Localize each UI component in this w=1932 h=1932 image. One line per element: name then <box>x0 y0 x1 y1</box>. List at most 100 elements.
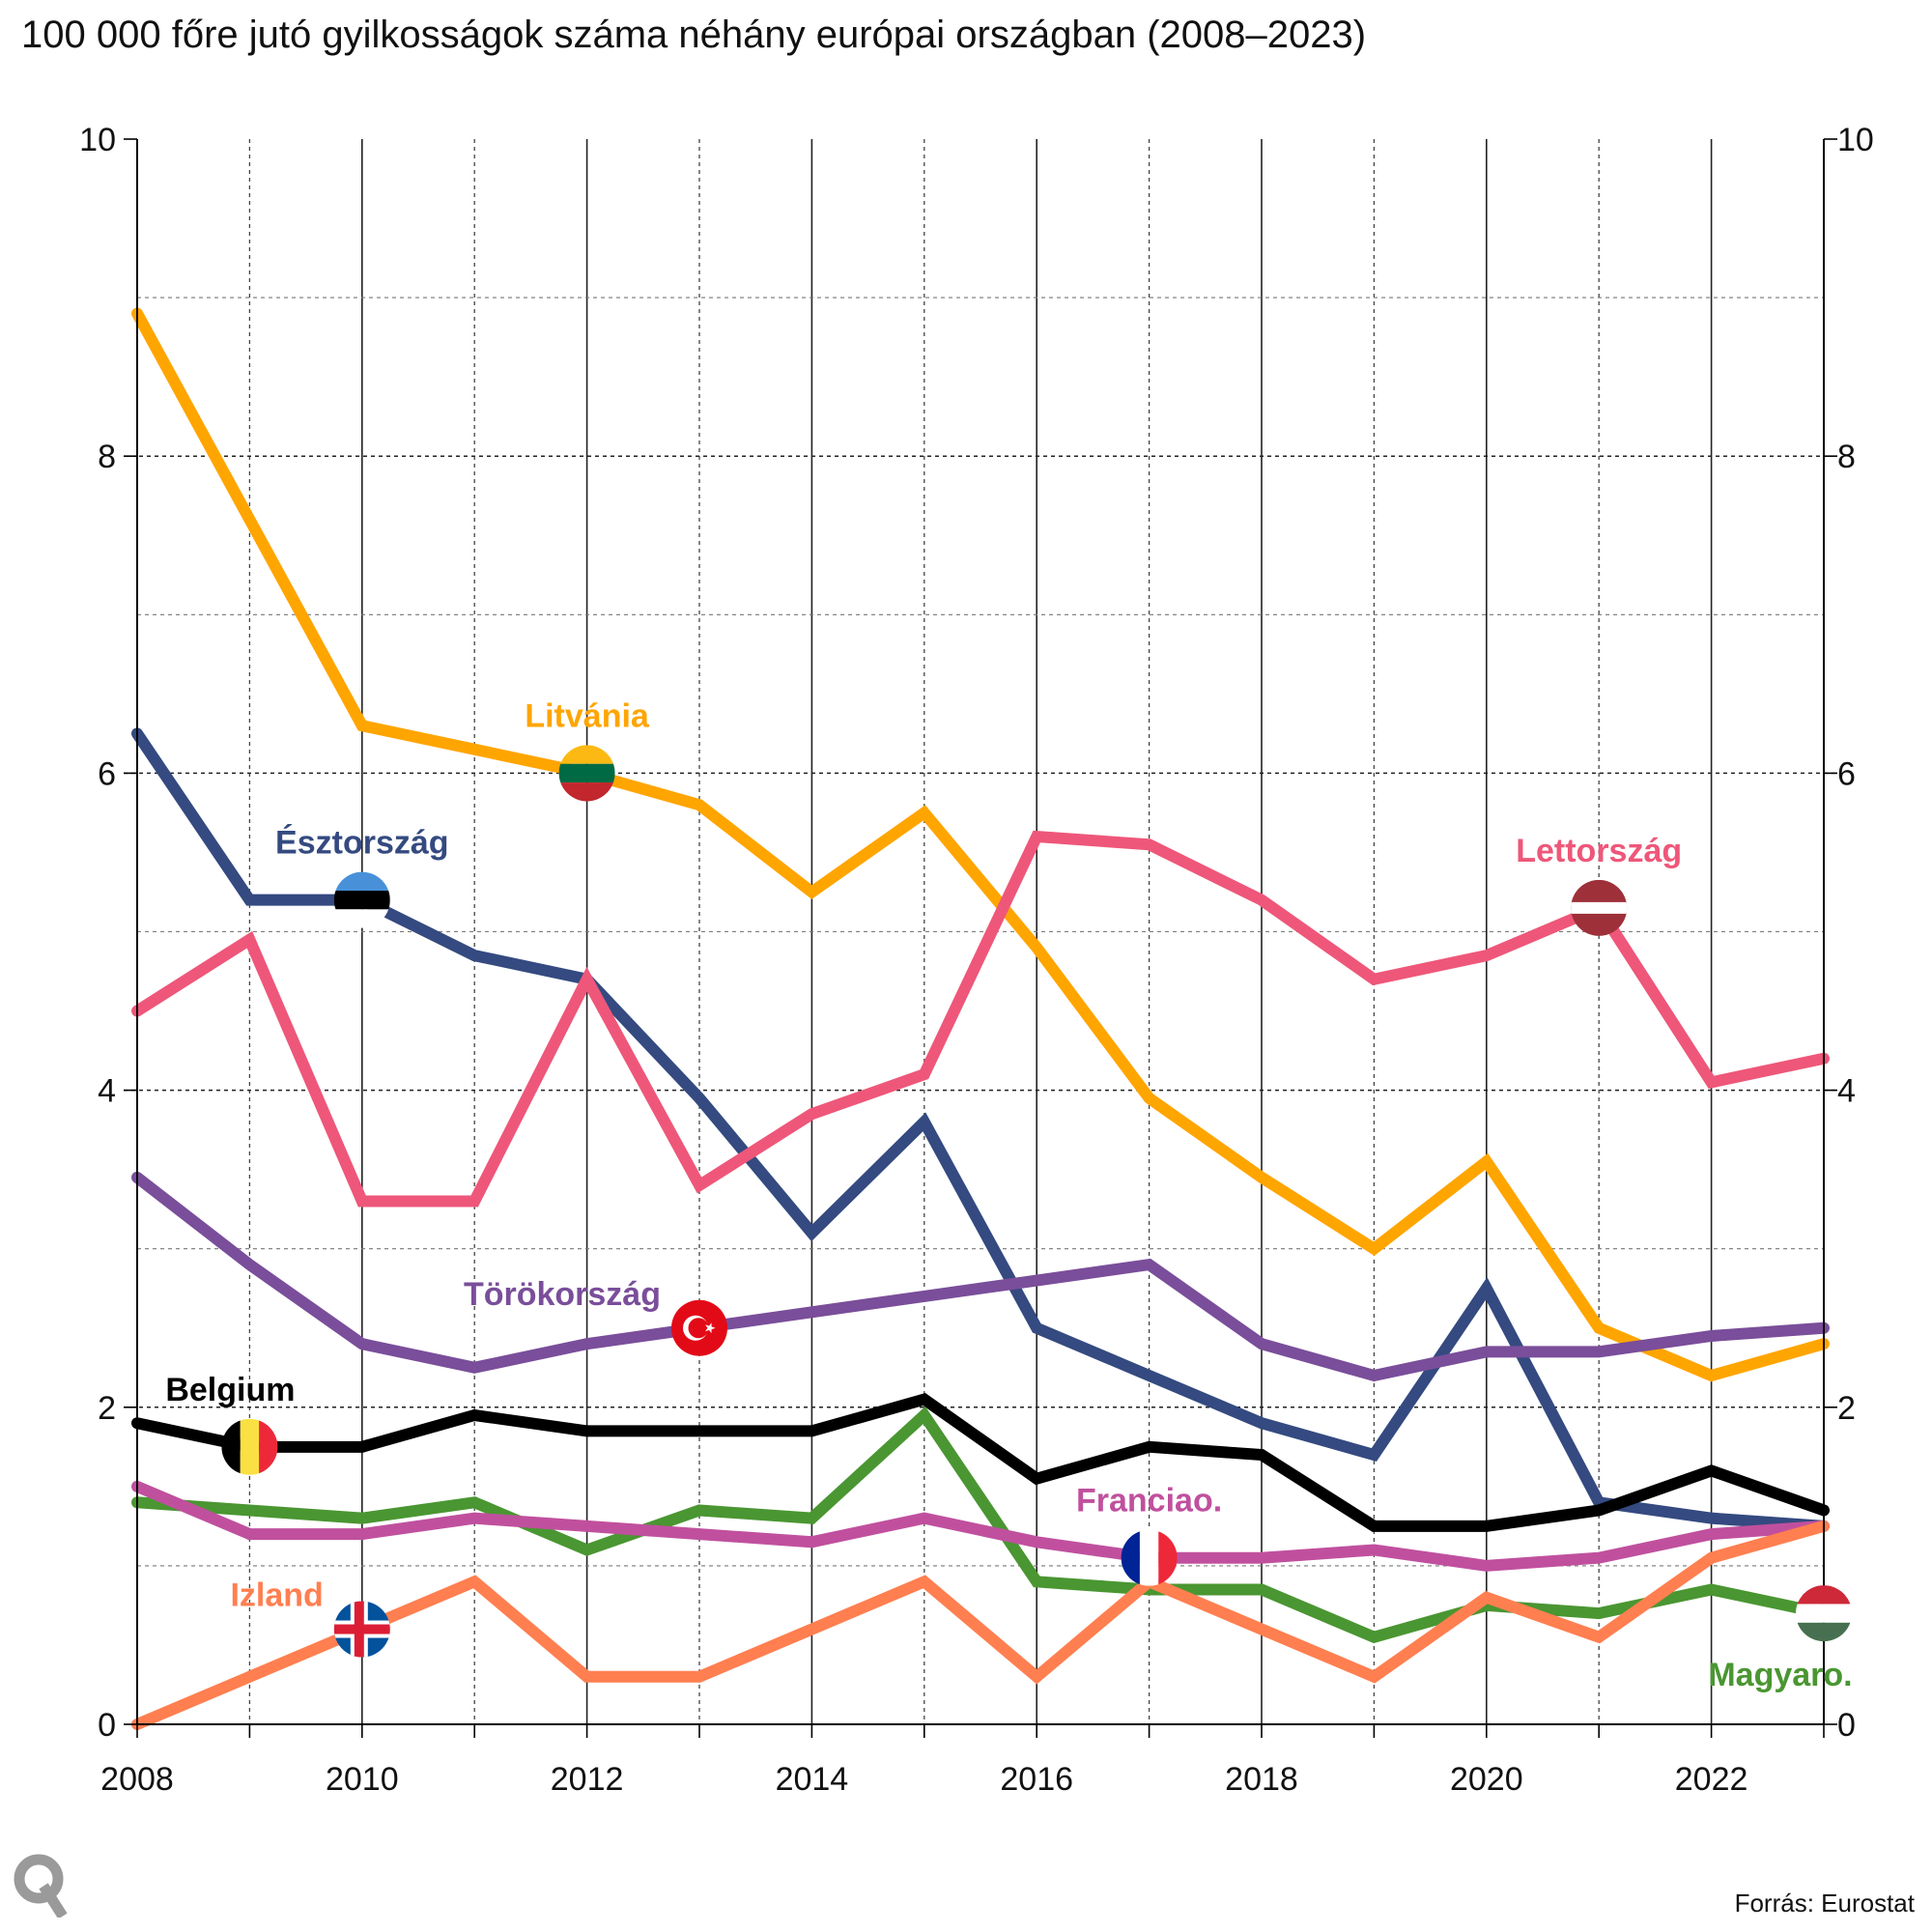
data-point <box>243 1504 255 1516</box>
data-point <box>1031 1473 1042 1485</box>
data-point <box>919 1513 930 1524</box>
data-point <box>1256 1624 1267 1635</box>
data-point <box>919 1116 930 1127</box>
data-point <box>806 1227 817 1238</box>
series-label: Litvánia <box>525 697 650 734</box>
data-point <box>1481 1283 1492 1294</box>
data-point <box>1593 1322 1605 1334</box>
data-point <box>1031 942 1042 953</box>
data-point <box>694 799 705 810</box>
estonia-flag-icon <box>333 871 390 928</box>
series-line-4 <box>131 1393 1830 1532</box>
data-point <box>356 1441 368 1453</box>
data-point <box>694 1528 705 1540</box>
data-point <box>1256 1552 1267 1564</box>
data-point <box>806 886 817 897</box>
data-point <box>1256 895 1267 906</box>
series-labels: Litvánia Észtország Lettország Törökország B… <box>165 697 1852 1693</box>
data-point <box>694 1425 705 1436</box>
iceland-flag-icon <box>333 1601 390 1658</box>
data-point <box>919 1409 930 1421</box>
y-tick-label-right: 10 <box>1837 122 1874 158</box>
data-point <box>1368 1671 1379 1683</box>
series-line-1 <box>131 727 1830 1532</box>
data-point <box>1368 1632 1379 1643</box>
data-point <box>1144 838 1155 850</box>
data-point <box>469 1513 480 1524</box>
data-point <box>1481 1520 1492 1532</box>
hungary-flag-icon <box>1796 1585 1852 1642</box>
data-point <box>1481 950 1492 961</box>
data-point <box>1144 1441 1155 1453</box>
series-label: Belgium <box>165 1372 295 1408</box>
data-point <box>919 1291 930 1302</box>
series-label: Izland <box>230 1577 323 1614</box>
data-point <box>806 1536 817 1548</box>
series-label: Észtország <box>275 825 449 862</box>
data-point <box>243 934 255 946</box>
data-point <box>1031 1576 1042 1587</box>
x-tick-label: 2010 <box>326 1761 399 1798</box>
data-point <box>1368 1544 1379 1555</box>
data-point <box>1256 1449 1267 1461</box>
grid <box>124 139 1837 1724</box>
data-point <box>694 1093 705 1104</box>
axes: 0 0 2 2 4 4 6 6 8 8 10 10 2008 2010 2012 2014 2016 2018 20… <box>79 122 1874 1798</box>
x-tick-label: 2016 <box>1000 1761 1073 1798</box>
data-point <box>1031 1536 1042 1548</box>
data-point <box>469 1409 480 1421</box>
data-point <box>1368 1449 1379 1461</box>
series-line-6 <box>131 1480 1830 1572</box>
data-point <box>1031 1322 1042 1334</box>
belgium-flag-icon <box>221 1418 278 1475</box>
data-point <box>1481 1346 1492 1357</box>
data-point <box>1031 831 1042 842</box>
data-point <box>1031 1671 1042 1683</box>
data-point <box>356 720 368 731</box>
x-tick-label: 2018 <box>1225 1761 1298 1798</box>
data-point <box>469 1195 480 1207</box>
series-label: Franciao. <box>1076 1483 1222 1520</box>
series-line-2 <box>131 830 1830 1208</box>
flag-markers <box>221 745 1852 1658</box>
turkey-flag-icon <box>671 1299 727 1356</box>
data-point <box>1706 1552 1718 1564</box>
data-point <box>356 1338 368 1350</box>
data-point <box>582 974 593 985</box>
data-point <box>582 1544 593 1555</box>
data-point <box>1256 1172 1267 1183</box>
data-point <box>243 514 255 526</box>
data-point <box>806 1513 817 1524</box>
data-point <box>694 1504 705 1516</box>
data-point <box>1256 1417 1267 1429</box>
data-point <box>1144 1093 1155 1104</box>
data-point <box>1706 1076 1718 1088</box>
y-tick-label-right: 6 <box>1837 755 1856 792</box>
data-point <box>1593 1504 1605 1516</box>
data-point <box>356 1528 368 1540</box>
series-label: Magyaro. <box>1708 1657 1852 1693</box>
data-point <box>806 1425 817 1436</box>
x-tick-label: 2008 <box>100 1761 174 1798</box>
data-point <box>1481 1560 1492 1572</box>
data-point <box>1706 1513 1718 1524</box>
data-point <box>1593 1607 1605 1619</box>
data-point <box>469 744 480 755</box>
q-logo <box>14 1854 68 1918</box>
data-point <box>1256 1584 1267 1596</box>
data-point <box>1031 1275 1042 1287</box>
y-tick-label-left: 0 <box>98 1707 116 1744</box>
data-point <box>919 1068 930 1080</box>
y-tick-label-left: 8 <box>98 439 116 475</box>
source-note: Forrás: Eurostat <box>1734 1889 1915 1918</box>
data-point <box>1481 1155 1492 1167</box>
x-tick-label: 2014 <box>776 1761 849 1798</box>
series-label: Lettország <box>1516 833 1682 869</box>
series-line-3 <box>131 1171 1830 1382</box>
lithuania-flag-icon <box>558 745 615 802</box>
data-point <box>1706 1584 1718 1596</box>
data-point <box>243 1259 255 1270</box>
data-point <box>469 950 480 961</box>
series-line-7 <box>131 1520 1830 1730</box>
